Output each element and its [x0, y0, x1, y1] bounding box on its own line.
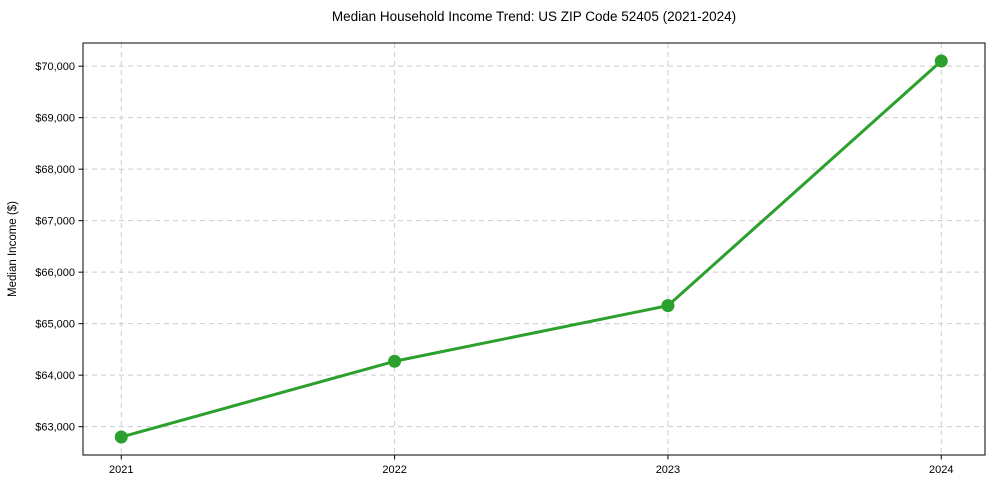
- x-tick-label: 2022: [382, 464, 406, 476]
- series-line-group: [114, 54, 948, 444]
- y-tick-label: $63,000: [35, 422, 75, 434]
- x-tick-label: 2021: [109, 464, 133, 476]
- y-tick-label: $66,000: [35, 267, 75, 279]
- x-tick-label: 2024: [929, 464, 953, 476]
- axes-spines: [82, 42, 986, 456]
- y-tick-label: $69,000: [35, 113, 75, 125]
- x-tick-label: 2023: [656, 464, 680, 476]
- y-tick-label: $67,000: [35, 216, 75, 228]
- data-point-marker: [114, 430, 128, 444]
- plot-border: [82, 42, 986, 456]
- data-point-marker: [388, 354, 402, 368]
- gridlines: [83, 43, 985, 455]
- y-tick-label: $65,000: [35, 319, 75, 331]
- trend-line: [119, 59, 943, 439]
- y-tick-label: $70,000: [35, 61, 75, 73]
- data-point-marker: [661, 299, 675, 313]
- chart-title: Median Household Income Trend: US ZIP Co…: [332, 9, 736, 24]
- tick-marks: [78, 65, 942, 460]
- tick-labels: $63,000 $64,000 $65,000 $66,000 $67,000 $68,0…: [35, 61, 953, 476]
- y-tick-label: $64,000: [35, 370, 75, 382]
- y-axis-label: Median Income ($): [7, 201, 19, 297]
- data-point-marker: [934, 54, 948, 68]
- y-tick-label: $68,000: [35, 164, 75, 176]
